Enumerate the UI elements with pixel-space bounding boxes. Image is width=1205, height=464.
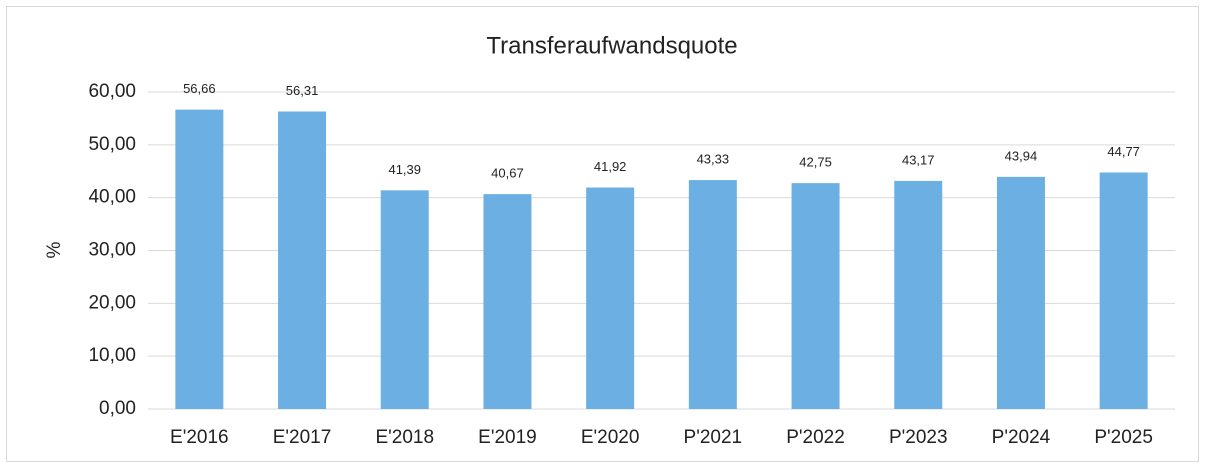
x-tick-label: P'2024 [992,427,1051,448]
bar [380,190,429,409]
value-label: 44,77 [1107,144,1140,159]
y-tick-label: 0,00 [99,398,136,419]
value-label: 43,17 [902,152,935,167]
bar [996,176,1045,409]
y-axis-label: % [44,241,65,258]
x-tick-label: P'2023 [889,427,948,448]
value-label: 40,67 [491,166,524,181]
y-tick-label: 40,00 [88,187,136,208]
bar [278,111,327,410]
value-label: 43,94 [1005,148,1038,163]
x-tick-label: E'2019 [478,427,537,448]
bar [483,194,532,409]
y-tick-label: 10,00 [88,345,136,366]
bar [791,183,840,409]
x-tick-label: E'2017 [273,427,332,448]
value-label: 42,75 [799,155,832,170]
value-label: 56,66 [183,81,216,96]
y-tick-label: 30,00 [88,240,136,261]
x-tick-label: P'2025 [1094,427,1153,448]
bar [175,109,224,409]
y-tick-label: 50,00 [88,134,136,155]
y-tick-label: 60,00 [88,81,136,102]
bar [688,180,737,409]
x-tick-label: E'2016 [170,427,229,448]
bar [894,180,943,409]
x-tick-label: E'2018 [375,427,434,448]
y-tick-label: 20,00 [88,292,136,313]
x-tick-label: E'2020 [581,427,640,448]
value-label: 41,39 [388,162,421,177]
value-label: 41,92 [594,159,627,174]
chart-title: Transferaufwandsquote [486,32,737,59]
x-tick-label: P'2022 [786,427,845,448]
x-tick-label: P'2021 [684,427,743,448]
value-label: 56,31 [286,83,319,98]
bar [586,187,635,409]
bar [1099,172,1148,409]
value-label: 43,33 [697,152,730,167]
